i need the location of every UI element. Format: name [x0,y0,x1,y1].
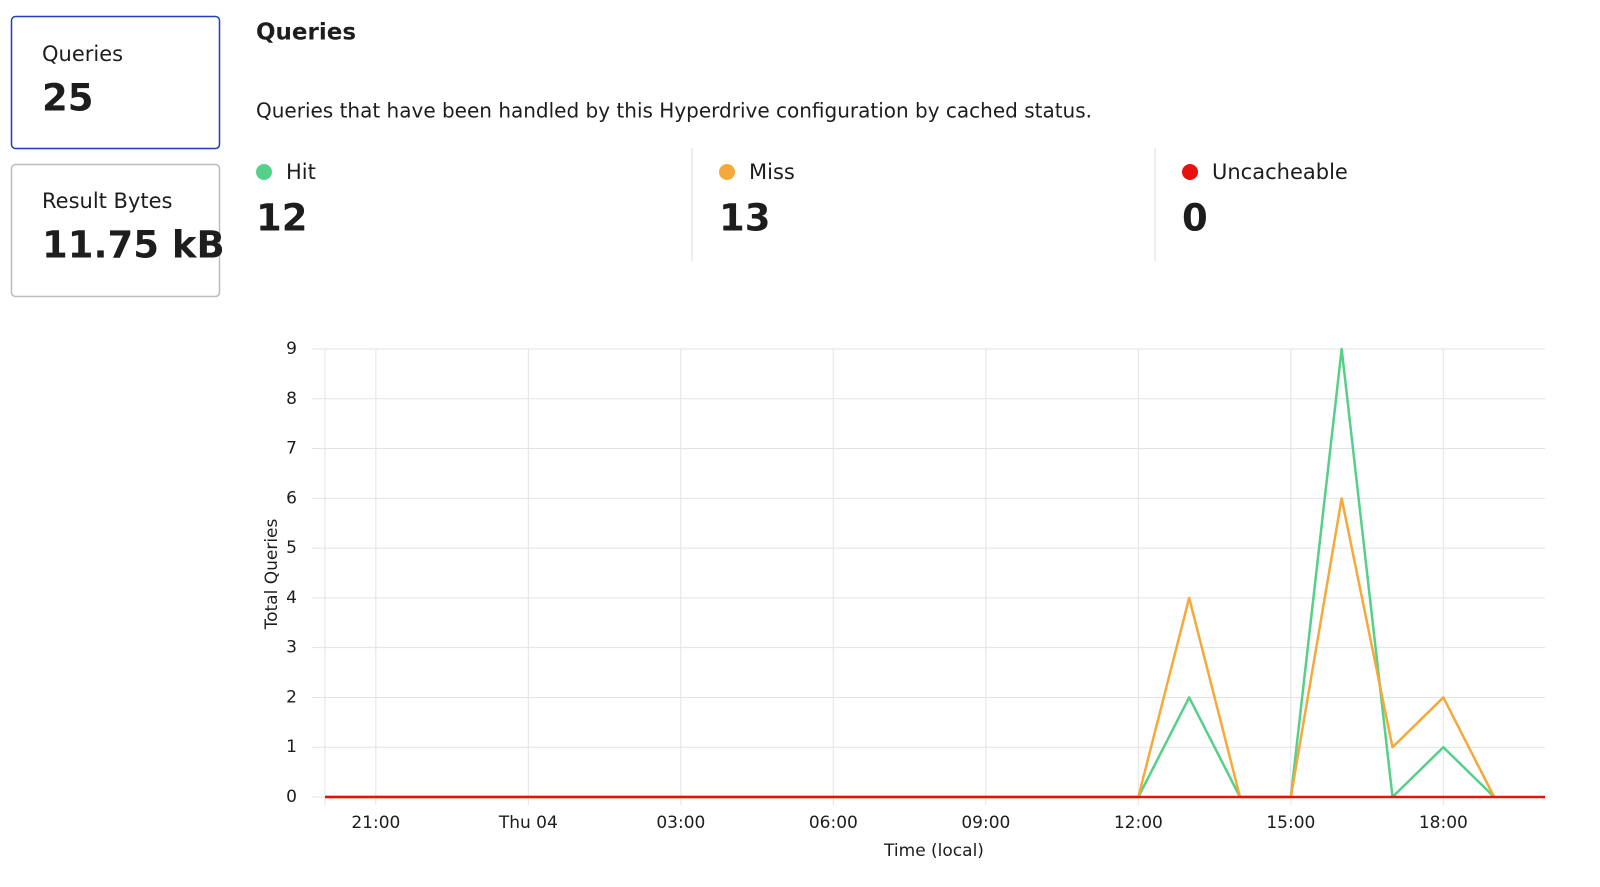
card-label: Result Bytes [42,189,173,213]
legend-label: Uncacheable [1212,160,1348,184]
x-axis-label: Time (local) [883,841,984,861]
y-tick-label: 1 [286,737,297,757]
x-tick-label: 18:00 [1419,813,1468,833]
card-value: 25 [42,77,94,120]
x-tick-label: Thu 04 [498,813,558,833]
x-tick-label: 06:00 [809,813,858,833]
card-value: 11.75 kB [42,224,225,267]
x-tick-label: 03:00 [656,813,705,833]
legend-label: Hit [286,160,316,184]
legend-dot [1182,164,1198,180]
y-tick-label: 3 [286,638,297,658]
x-tick-label: 15:00 [1266,813,1315,833]
y-tick-label: 7 [286,439,297,459]
y-tick-label: 0 [286,787,297,807]
legend-dot [256,164,272,180]
card-label: Queries [42,42,123,66]
y-axis-label: Total Queries [262,518,282,630]
y-tick-label: 2 [286,687,297,707]
bytes-card[interactable] [10,163,221,298]
x-tick-label: 21:00 [351,813,400,833]
legend-label: Miss [749,160,795,184]
status-total: 12 [256,197,308,240]
y-tick-label: 8 [286,389,297,409]
section-title: Queries [256,20,356,46]
legend-dot [719,164,735,180]
status-total: 0 [1182,197,1208,240]
y-tick-label: 9 [286,339,297,359]
x-tick-label: 12:00 [1114,813,1163,833]
x-tick-label: 09:00 [961,813,1010,833]
section-description: Queries that have been handled by this H… [256,99,1092,123]
series-line [325,347,1496,799]
y-tick-label: 5 [286,538,297,558]
status-total: 13 [719,197,771,240]
y-tick-label: 6 [286,488,297,508]
y-tick-label: 4 [286,588,297,608]
queries-card[interactable] [10,15,221,150]
